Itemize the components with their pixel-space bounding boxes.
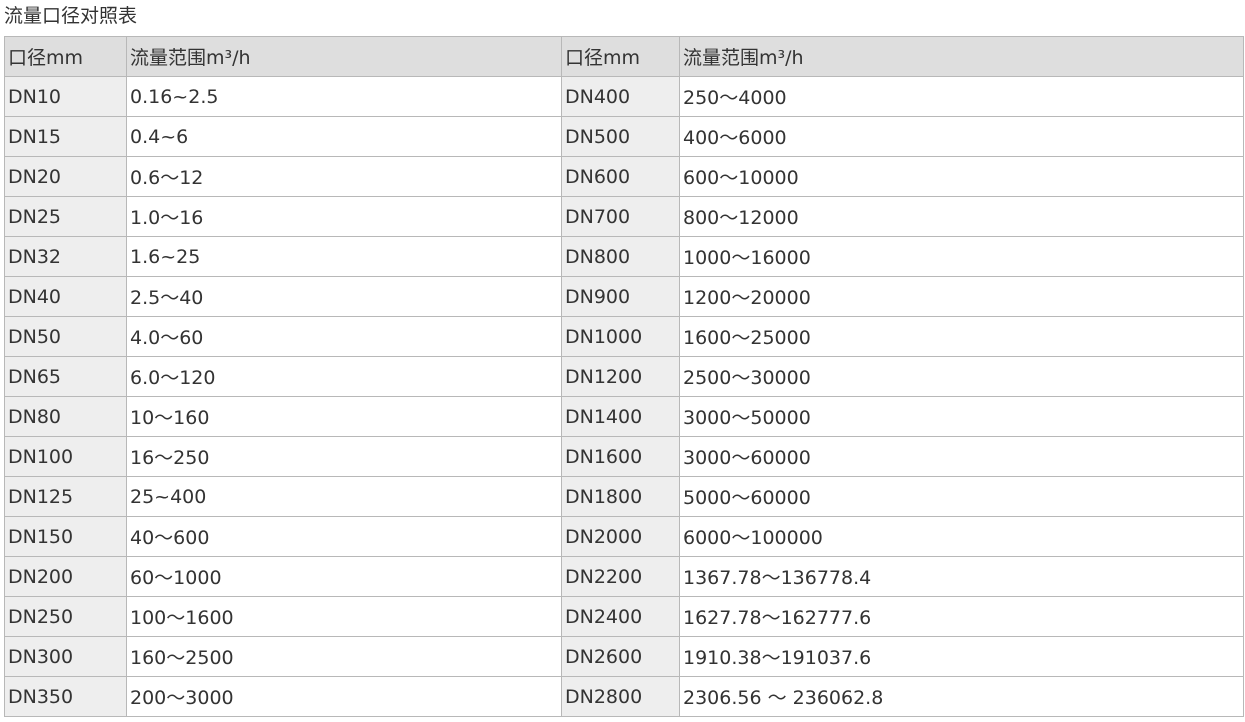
diameter-cell: DN400 <box>561 76 680 117</box>
diameter-cell: DN1200 <box>561 356 680 397</box>
flow-range-cell: 1000～16000 <box>679 236 1244 277</box>
diameter-cell: DN2400 <box>561 596 680 637</box>
diameter-cell: DN500 <box>561 116 680 157</box>
diameter-cell: DN300 <box>4 636 127 677</box>
flow-diameter-table: 口径mm 流量范围m³/h 口径mm 流量范围m³/h DN10 0.16~2.5… <box>4 36 1244 717</box>
table-row: DN32 1.6~25 DN800 1000～16000 <box>4 236 1244 277</box>
header-flow-range: 流量范围m³/h <box>679 36 1244 77</box>
flow-range-cell: 40～600 <box>126 516 562 557</box>
flow-range-cell: 400～6000 <box>679 116 1244 157</box>
flow-range-cell: 5000～60000 <box>679 476 1244 517</box>
diameter-cell: DN10 <box>4 76 127 117</box>
header-diameter: 口径mm <box>561 36 680 77</box>
diameter-cell: DN350 <box>4 676 127 717</box>
diameter-cell: DN100 <box>4 436 127 477</box>
table-row: DN100 16～250 DN1600 3000～60000 <box>4 436 1244 477</box>
flow-range-cell: 1.6~25 <box>126 236 562 277</box>
flow-range-cell: 0.6～12 <box>126 156 562 197</box>
table-row: DN10 0.16~2.5 DN400 250～4000 <box>4 76 1244 117</box>
diameter-cell: DN800 <box>561 236 680 277</box>
table-row: DN350 200～3000 DN2800 2306.56 ～ 236062.8 <box>4 676 1244 717</box>
diameter-cell: DN600 <box>561 156 680 197</box>
flow-range-cell: 100～1600 <box>126 596 562 637</box>
flow-range-cell: 200～3000 <box>126 676 562 717</box>
table-row: DN150 40～600 DN2000 6000～100000 <box>4 516 1244 557</box>
flow-range-cell: 1627.78～162777.6 <box>679 596 1244 637</box>
flow-range-cell: 0.16~2.5 <box>126 76 562 117</box>
flow-range-cell: 1600～25000 <box>679 316 1244 357</box>
flow-range-cell: 2306.56 ～ 236062.8 <box>679 676 1244 717</box>
table-row: DN250 100～1600 DN2400 1627.78～162777.6 <box>4 596 1244 637</box>
flow-range-cell: 1910.38～191037.6 <box>679 636 1244 677</box>
flow-range-cell: 4.0～60 <box>126 316 562 357</box>
flow-range-cell: 1367.78～136778.4 <box>679 556 1244 597</box>
flow-range-cell: 10～160 <box>126 396 562 437</box>
header-diameter: 口径mm <box>4 36 127 77</box>
diameter-cell: DN2600 <box>561 636 680 677</box>
flow-range-cell: 800～12000 <box>679 196 1244 237</box>
flow-range-cell: 6000～100000 <box>679 516 1244 557</box>
flow-range-cell: 3000～60000 <box>679 436 1244 477</box>
flow-range-cell: 600～10000 <box>679 156 1244 197</box>
diameter-cell: DN1400 <box>561 396 680 437</box>
flow-range-cell: 1200～20000 <box>679 276 1244 317</box>
header-flow-range: 流量范围m³/h <box>126 36 562 77</box>
table-row: DN40 2.5～40 DN900 1200～20000 <box>4 276 1244 317</box>
diameter-cell: DN25 <box>4 196 127 237</box>
diameter-cell: DN150 <box>4 516 127 557</box>
page-title: 流量口径对照表 <box>4 5 138 27</box>
diameter-cell: DN250 <box>4 596 127 637</box>
table-row: DN25 1.0～16 DN700 800～12000 <box>4 196 1244 237</box>
table-row: DN15 0.4~6 DN500 400～6000 <box>4 116 1244 157</box>
flow-range-cell: 16～250 <box>126 436 562 477</box>
diameter-cell: DN65 <box>4 356 127 397</box>
flow-range-cell: 3000～50000 <box>679 396 1244 437</box>
table-row: DN125 25~400 DN1800 5000～60000 <box>4 476 1244 517</box>
diameter-cell: DN2200 <box>561 556 680 597</box>
flow-range-cell: 2.5～40 <box>126 276 562 317</box>
flow-range-cell: 60～1000 <box>126 556 562 597</box>
flow-range-cell: 250～4000 <box>679 76 1244 117</box>
table-row: DN50 4.0～60 DN1000 1600～25000 <box>4 316 1244 357</box>
flow-range-cell: 2500～30000 <box>679 356 1244 397</box>
diameter-cell: DN1800 <box>561 476 680 517</box>
flow-range-cell: 0.4~6 <box>126 116 562 157</box>
diameter-cell: DN1000 <box>561 316 680 357</box>
table-row: DN200 60～1000 DN2200 1367.78～136778.4 <box>4 556 1244 597</box>
flow-range-cell: 1.0～16 <box>126 196 562 237</box>
diameter-cell: DN15 <box>4 116 127 157</box>
flow-range-cell: 25~400 <box>126 476 562 517</box>
diameter-cell: DN32 <box>4 236 127 277</box>
diameter-cell: DN50 <box>4 316 127 357</box>
table-header-row: 口径mm 流量范围m³/h 口径mm 流量范围m³/h <box>4 36 1244 77</box>
diameter-cell: DN40 <box>4 276 127 317</box>
diameter-cell: DN2000 <box>561 516 680 557</box>
table-row: DN65 6.0～120 DN1200 2500～30000 <box>4 356 1244 397</box>
diameter-cell: DN80 <box>4 396 127 437</box>
table-row: DN80 10～160 DN1400 3000～50000 <box>4 396 1244 437</box>
diameter-cell: DN2800 <box>561 676 680 717</box>
table-row: DN300 160～2500 DN2600 1910.38～191037.6 <box>4 636 1244 677</box>
flow-range-cell: 160～2500 <box>126 636 562 677</box>
flow-range-cell: 6.0～120 <box>126 356 562 397</box>
diameter-cell: DN700 <box>561 196 680 237</box>
diameter-cell: DN900 <box>561 276 680 317</box>
table-row: DN20 0.6～12 DN600 600～10000 <box>4 156 1244 197</box>
diameter-cell: DN1600 <box>561 436 680 477</box>
diameter-cell: DN20 <box>4 156 127 197</box>
diameter-cell: DN200 <box>4 556 127 597</box>
diameter-cell: DN125 <box>4 476 127 517</box>
